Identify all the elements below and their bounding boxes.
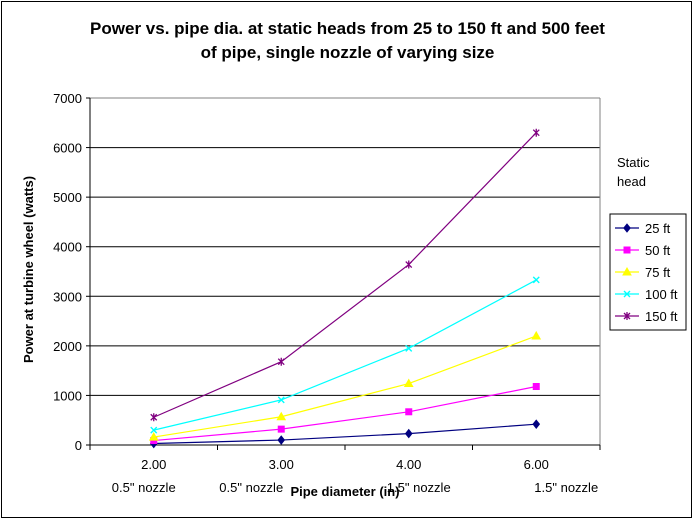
x-tick-label: 2.00 — [141, 457, 166, 472]
data-point-1-1 — [277, 425, 285, 433]
x-category-note: 0.5" nozzle — [112, 480, 176, 495]
data-point-4-2 — [405, 260, 413, 269]
data-point-3-3 — [532, 276, 540, 284]
legend-marker-2 — [622, 266, 632, 276]
y-axis-title: Power at turbine wheel (watts) — [21, 176, 36, 363]
y-tick-label: 5000 — [53, 190, 82, 205]
data-point-3-0 — [150, 426, 158, 434]
legend-label-2: 75 ft — [645, 265, 671, 280]
y-tick-label: 6000 — [53, 141, 82, 156]
x-category-note: 0.5" nozzle — [219, 480, 283, 495]
y-tick-label: 0 — [75, 438, 82, 453]
series-line-0 — [153, 423, 537, 445]
data-point-1-3 — [532, 383, 540, 391]
data-point-3-1 — [277, 396, 285, 404]
data-point-2-3 — [531, 330, 542, 340]
data-point-4-1 — [277, 357, 285, 366]
data-point-2-2 — [403, 378, 414, 388]
data-point-4-0 — [150, 413, 158, 422]
y-tick-label: 2000 — [53, 339, 82, 354]
legend-marker-1 — [623, 246, 631, 254]
data-point-4-3 — [532, 128, 540, 137]
data-point-0-1 — [277, 435, 286, 445]
data-point-2-1 — [276, 411, 287, 421]
x-tick-label: 6.00 — [524, 457, 549, 472]
data-point-2-0 — [148, 432, 159, 441]
x-category-note: 1.5" nozzle — [534, 480, 598, 495]
series-line-4 — [153, 132, 537, 418]
y-tick-label: 7000 — [53, 91, 82, 106]
legend-marker-3 — [623, 290, 631, 298]
data-point-0-3 — [532, 419, 541, 429]
y-tick-label: 3000 — [53, 289, 82, 304]
chart-title-line-1: Power vs. pipe dia. at static heads from… — [90, 19, 605, 38]
legend-label-1: 50 ft — [645, 243, 671, 258]
series-line-1 — [153, 385, 537, 442]
x-tick-label: 3.00 — [269, 457, 294, 472]
y-tick-label: 1000 — [53, 388, 82, 403]
data-point-1-2 — [405, 408, 413, 416]
data-point-0-2 — [404, 428, 413, 439]
series-line-2 — [153, 335, 537, 438]
legend-marker-4 — [623, 312, 631, 320]
plot-area — [90, 98, 600, 445]
legend-label-0: 25 ft — [645, 221, 671, 236]
legend-title-line-2: head — [617, 174, 646, 189]
x-category-note: 1.5" nozzle — [387, 480, 451, 495]
x-tick-label: 4.00 — [396, 457, 421, 472]
data-point-3-2 — [405, 344, 413, 352]
legend-label-3: 100 ft — [645, 287, 678, 302]
series-line-3 — [153, 279, 537, 431]
legend-label-4: 150 ft — [645, 309, 678, 324]
legend-title-line-1: Static — [617, 155, 650, 170]
legend-marker-0 — [623, 223, 631, 233]
chart-title-line-2: of pipe, single nozzle of varying size — [200, 43, 495, 62]
x-axis-title: Pipe diameter (in) — [290, 484, 399, 499]
y-tick-label: 4000 — [53, 240, 82, 255]
